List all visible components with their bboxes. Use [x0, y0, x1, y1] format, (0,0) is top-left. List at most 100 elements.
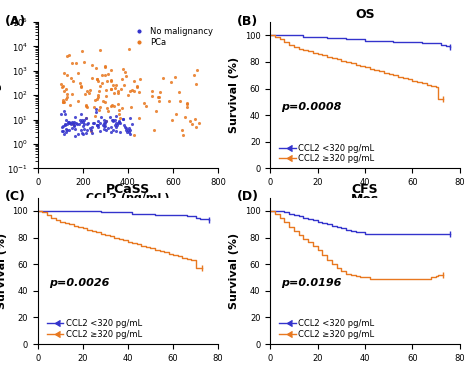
Point: [62, 86, 69, 92]
Text: (A): (A): [5, 15, 26, 28]
Point: [96, 88, 103, 94]
Point: [168, 117, 176, 123]
Point: [155, 94, 163, 100]
Point: [107, 86, 114, 92]
Point: [107, 67, 114, 73]
Point: [112, 120, 120, 126]
Text: (D): (D): [237, 190, 259, 203]
Point: [179, 132, 187, 138]
Point: [128, 87, 136, 93]
Point: [148, 88, 155, 94]
Point: [83, 121, 91, 127]
Point: [88, 75, 96, 81]
Point: [116, 116, 124, 122]
Point: [112, 113, 120, 119]
Point: [67, 75, 74, 81]
Point: [68, 60, 75, 66]
Point: [104, 71, 112, 77]
Point: [70, 123, 77, 129]
Point: [121, 69, 128, 75]
Point: [155, 98, 163, 104]
Point: [74, 131, 82, 137]
Point: [120, 123, 128, 128]
Point: [83, 88, 91, 94]
Point: [112, 82, 120, 88]
Point: [176, 98, 183, 104]
Point: [118, 105, 126, 111]
Point: [82, 115, 90, 121]
Y-axis label: Survival (%): Survival (%): [0, 233, 7, 309]
Point: [118, 76, 126, 82]
Title: PCaSS: PCaSS: [106, 183, 150, 197]
Point: [112, 124, 120, 130]
Point: [90, 120, 97, 126]
Point: [61, 111, 69, 117]
Point: [108, 124, 115, 130]
Point: [72, 60, 80, 66]
Point: [114, 101, 121, 107]
Point: [64, 53, 71, 59]
Point: [79, 130, 86, 136]
Point: [74, 98, 82, 104]
Point: [65, 119, 73, 124]
Point: [70, 119, 78, 125]
Point: [88, 62, 95, 68]
Point: [172, 112, 180, 117]
Legend: CCL2 <320 pg/mL, CCL2 ≥320 pg/mL: CCL2 <320 pg/mL, CCL2 ≥320 pg/mL: [278, 318, 375, 340]
Point: [64, 127, 71, 133]
Point: [136, 89, 143, 95]
Point: [126, 46, 133, 52]
Point: [119, 116, 127, 122]
Point: [88, 124, 95, 130]
Title: OS: OS: [355, 8, 375, 21]
Point: [80, 126, 88, 132]
Point: [64, 72, 71, 78]
Point: [103, 78, 110, 84]
Point: [196, 120, 203, 126]
Point: [71, 115, 78, 120]
Point: [186, 118, 193, 124]
Point: [83, 127, 91, 132]
Point: [82, 104, 90, 109]
Point: [115, 119, 123, 125]
Point: [98, 72, 105, 78]
Point: [165, 98, 173, 104]
Point: [108, 102, 116, 108]
Point: [82, 130, 90, 135]
Point: [67, 120, 74, 126]
Point: [87, 127, 95, 133]
Point: [123, 129, 131, 135]
Point: [124, 127, 132, 132]
Point: [135, 115, 143, 121]
Point: [168, 79, 175, 85]
Title: CFS: CFS: [352, 183, 378, 197]
Point: [101, 72, 109, 78]
Point: [160, 75, 167, 81]
Point: [102, 93, 110, 99]
Point: [65, 120, 73, 126]
Point: [60, 99, 67, 105]
Point: [84, 104, 91, 109]
Point: [109, 117, 117, 123]
Point: [64, 119, 72, 125]
Point: [96, 83, 103, 89]
Point: [87, 128, 94, 134]
Point: [125, 125, 133, 131]
Legend: CCL2 <320 pg/mL, CCL2 ≥320 pg/mL: CCL2 <320 pg/mL, CCL2 ≥320 pg/mL: [46, 318, 143, 340]
Point: [78, 48, 85, 54]
Point: [94, 118, 102, 124]
Point: [62, 126, 70, 132]
Point: [109, 118, 117, 124]
Point: [77, 85, 84, 90]
Text: p=0.0196: p=0.0196: [282, 277, 342, 288]
Point: [64, 94, 71, 100]
Point: [102, 87, 109, 93]
Point: [94, 124, 102, 130]
Point: [78, 111, 85, 117]
Point: [100, 120, 107, 126]
Point: [79, 117, 86, 123]
Point: [109, 82, 117, 87]
Point: [59, 99, 67, 105]
Point: [183, 101, 191, 107]
Point: [134, 83, 141, 89]
